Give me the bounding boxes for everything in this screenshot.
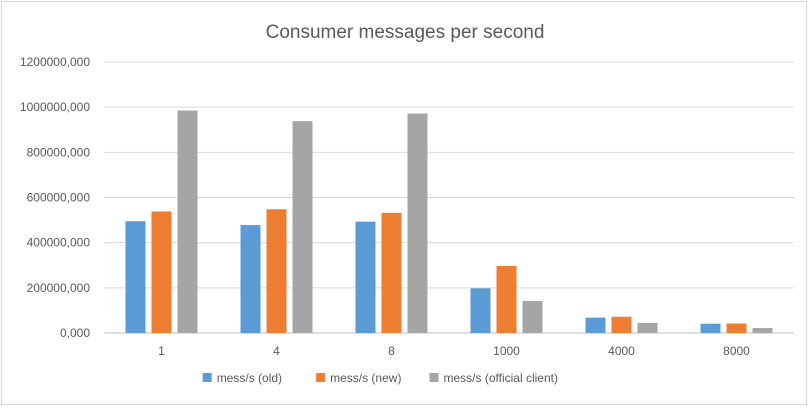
y-tick-label: 600000,000 (27, 191, 91, 205)
bar (726, 323, 747, 333)
y-tick-label: 0,000 (60, 326, 90, 340)
y-tick-label: 400000,000 (27, 236, 91, 250)
y-tick-label: 1200000,000 (20, 55, 90, 69)
bar (585, 317, 606, 333)
x-tick-label: 8 (388, 344, 395, 358)
bar (292, 121, 313, 333)
x-axis-ticks: 1 4 8 1000 4000 8000 (158, 344, 750, 358)
x-tick-label: 4000 (608, 344, 635, 358)
x-tick-label: 1 (158, 344, 165, 358)
bar (355, 221, 376, 333)
y-axis-ticks: 0,000 200000,000 400000,000 600000,000 80000… (20, 55, 90, 340)
y-tick-label: 200000,000 (27, 281, 91, 295)
bar (522, 300, 543, 333)
chart-title: Consumer messages per second (266, 22, 545, 43)
bar (266, 209, 287, 333)
bar (496, 265, 517, 333)
bar (151, 211, 172, 333)
legend-label: mess/s (old) (217, 371, 282, 385)
bar (700, 323, 721, 333)
x-tick-label: 4 (273, 344, 280, 358)
legend-swatch (316, 373, 326, 382)
bar (240, 225, 261, 333)
bar (125, 221, 146, 333)
legend-label: mess/s (official client) (444, 371, 558, 385)
legend-label: mess/s (new) (330, 371, 401, 385)
bar (752, 328, 773, 333)
bar (381, 212, 402, 333)
x-tick-label: 8000 (723, 344, 750, 358)
bar (407, 113, 428, 334)
bar (177, 110, 198, 333)
y-tick-label: 1000000,000 (20, 100, 90, 114)
legend-swatch (429, 373, 439, 382)
gridlines (104, 61, 794, 334)
y-tick-label: 800000,000 (27, 145, 91, 159)
bar (470, 288, 491, 333)
bar (611, 316, 632, 333)
legend-swatch (202, 373, 212, 382)
bars (125, 110, 773, 334)
legend: mess/s (old) mess/s (new) mess/s (official… (202, 371, 558, 385)
x-tick-label: 1000 (493, 344, 520, 358)
bar (637, 322, 658, 333)
